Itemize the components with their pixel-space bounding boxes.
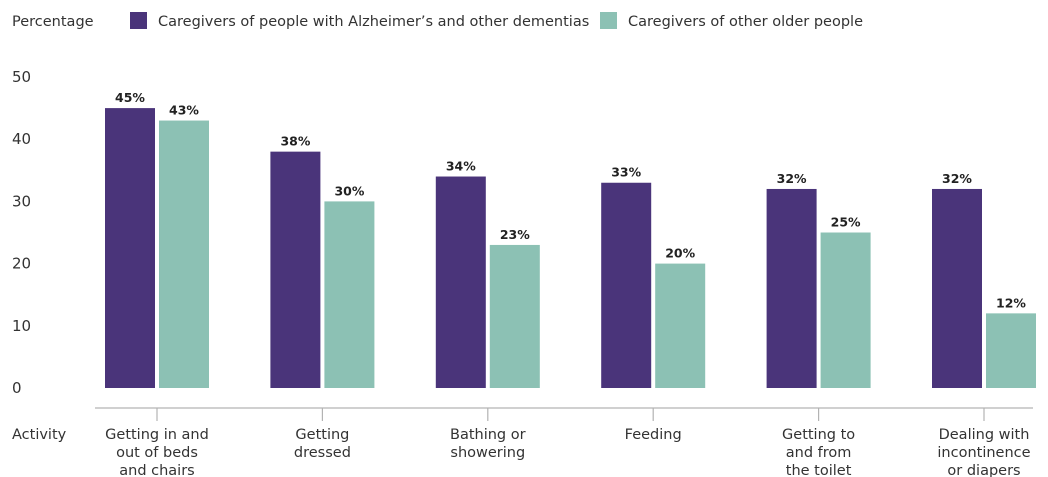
bar-alzheimers-caregivers — [105, 108, 155, 388]
data-label: 12% — [996, 295, 1026, 310]
bar-alzheimers-caregivers — [932, 188, 982, 388]
data-label: 20% — [665, 246, 695, 261]
bar-other-caregivers — [324, 201, 375, 388]
y-tick-label: 0 — [12, 379, 22, 397]
bar-other-caregivers — [489, 244, 540, 388]
y-axis-title: Percentage — [12, 14, 94, 30]
data-label: 25% — [831, 215, 861, 230]
bar-other-caregivers — [820, 232, 871, 388]
bar-alzheimers-caregivers — [766, 188, 817, 388]
bar-other-caregivers — [655, 263, 706, 388]
legend-swatch — [130, 12, 147, 29]
bar-alzheimers-caregivers — [601, 182, 652, 388]
data-label: 38% — [280, 134, 310, 149]
category-label: Bathing or showering — [450, 427, 526, 461]
data-label: 32% — [942, 171, 972, 186]
category-label: Feeding — [625, 427, 682, 443]
legend-label: Caregivers of people with Alzheimer’s an… — [158, 14, 589, 30]
data-label: 45% — [115, 90, 145, 105]
y-tick-label: 20 — [12, 255, 31, 273]
bar-other-caregivers — [159, 120, 209, 388]
y-tick-label: 30 — [12, 192, 31, 210]
legend: Caregivers of people with Alzheimer’s an… — [130, 12, 863, 30]
x-axis-ticks — [156, 408, 985, 421]
legend-label: Caregivers of other older people — [628, 14, 863, 30]
category-labels: Getting in and out of beds and chairs Getti… — [105, 427, 1030, 477]
data-label: 32% — [777, 171, 807, 186]
bar-alzheimers-caregivers — [435, 176, 486, 388]
y-tick-label: 50 — [12, 68, 31, 86]
data-label: 23% — [500, 227, 530, 242]
category-label: Getting dressed — [294, 427, 351, 461]
data-label: 30% — [334, 183, 364, 198]
bar-alzheimers-caregivers — [270, 151, 321, 388]
category-label: Getting in and out of beds and chairs — [105, 427, 209, 477]
legend-swatch — [600, 12, 617, 29]
data-labels: 45% 43% 38% 30% 34% 23% 33% 20% 32% 25% 32% 12% — [115, 90, 1026, 310]
y-tick-label: 40 — [12, 130, 31, 148]
bar-other-caregivers — [986, 313, 1036, 388]
data-label: 43% — [169, 103, 199, 118]
category-label: Getting to and from the toilet — [782, 427, 855, 477]
data-label: 33% — [611, 165, 641, 180]
category-label: Dealing with incontinence or diapers — [937, 427, 1030, 477]
data-label: 34% — [446, 159, 476, 174]
bars — [105, 108, 1036, 388]
y-axis-ticks: 0 10 20 30 40 50 — [12, 68, 31, 397]
x-axis-title: Activity — [12, 427, 67, 443]
y-tick-label: 10 — [12, 317, 31, 335]
